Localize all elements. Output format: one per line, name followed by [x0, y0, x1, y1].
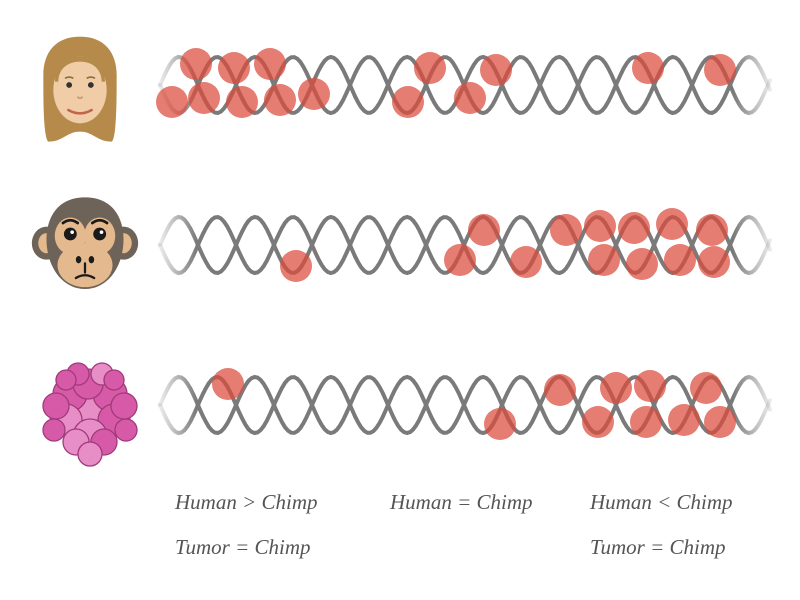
label-hltc: Human < Chimp: [590, 490, 733, 515]
methylation-dot: [656, 208, 688, 240]
label-heqc: Human = Chimp: [390, 490, 533, 515]
methylation-dot: [484, 408, 516, 440]
methylation-dot: [690, 372, 722, 404]
dna-helix-tumor: [160, 370, 770, 450]
human-face-icon-wrap: [30, 30, 150, 150]
row-human: [0, 20, 800, 160]
tumor-cells-icon: [30, 350, 150, 470]
methylation-dot: [544, 374, 576, 406]
methylation-dot: [454, 82, 486, 114]
methylation-dot: [188, 82, 220, 114]
methylation-dot: [588, 244, 620, 276]
methylation-dot: [698, 246, 730, 278]
methylation-dot: [212, 368, 244, 400]
methylation-dot: [468, 214, 500, 246]
methylation-dot: [414, 52, 446, 84]
methylation-dot: [156, 86, 188, 118]
methylation-dot: [696, 214, 728, 246]
methylation-dot: [444, 244, 476, 276]
label-teqc2: Tumor = Chimp: [590, 535, 726, 560]
methylation-dot: [632, 52, 664, 84]
methylation-dot: [226, 86, 258, 118]
methylation-dot: [704, 54, 736, 86]
methylation-dot: [634, 370, 666, 402]
tumor-cells-icon-wrap: [30, 350, 150, 470]
methylation-dot: [550, 214, 582, 246]
chimp-face-icon: [30, 190, 140, 300]
methylation-dot: [510, 246, 542, 278]
methylation-dot: [180, 48, 212, 80]
methylation-dot: [280, 250, 312, 282]
label-teqc1: Tumor = Chimp: [175, 535, 311, 560]
methylation-dot: [664, 244, 696, 276]
methylation-dot: [600, 372, 632, 404]
label-hgtc: Human > Chimp: [175, 490, 318, 515]
methylation-dot: [298, 78, 330, 110]
methylation-dot: [254, 48, 286, 80]
methylation-dot: [218, 52, 250, 84]
row-tumor: [0, 340, 800, 480]
methylation-dot: [582, 406, 614, 438]
row-chimp: [0, 180, 800, 320]
methylation-dot: [264, 84, 296, 116]
dna-helix-human: [160, 50, 770, 130]
methylation-dot: [704, 406, 736, 438]
methylation-dot: [668, 404, 700, 436]
methylation-dot: [480, 54, 512, 86]
methylation-dot: [392, 86, 424, 118]
methylation-dot: [584, 210, 616, 242]
methylation-dot: [630, 406, 662, 438]
chimp-face-icon-wrap: [30, 190, 150, 310]
human-face-icon: [30, 30, 130, 150]
dna-helix-chimp: [160, 210, 770, 290]
methylation-dot: [626, 248, 658, 280]
methylation-dot: [618, 212, 650, 244]
